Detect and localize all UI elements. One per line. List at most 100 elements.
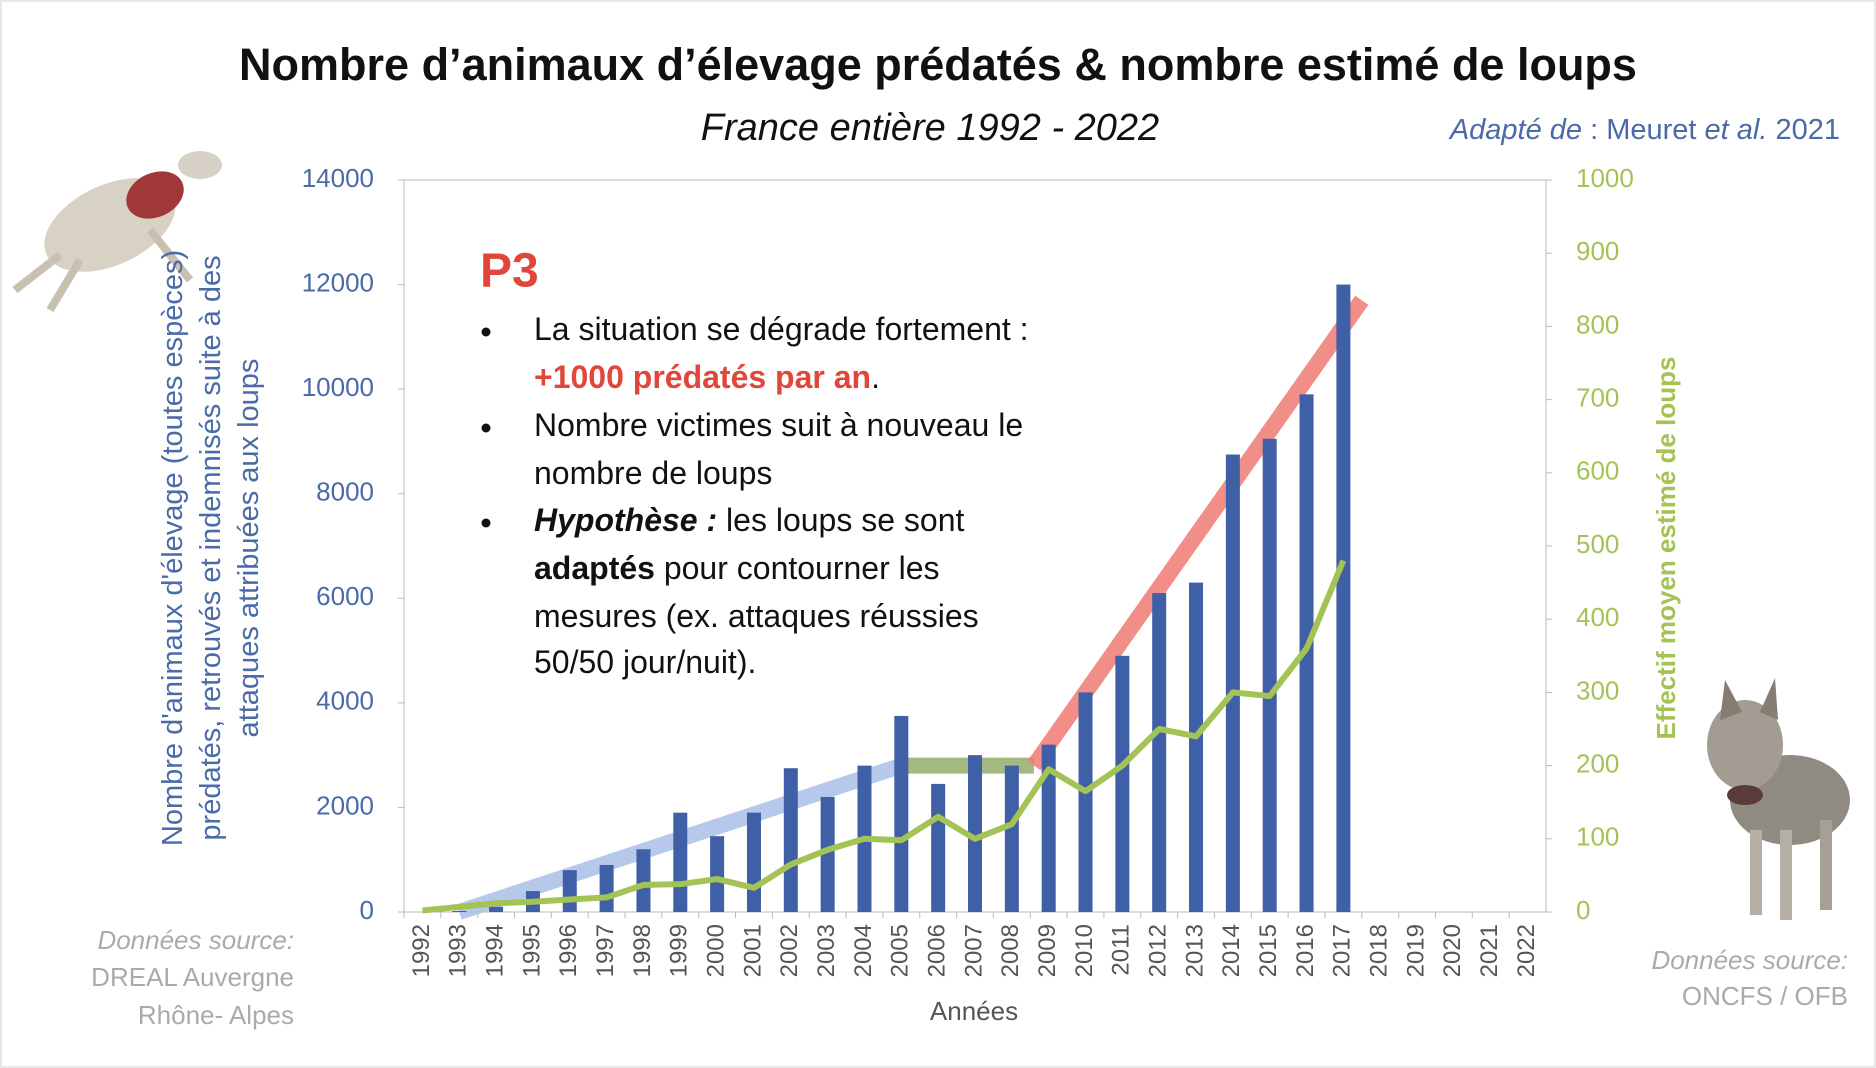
annotation-text: 50/50 jour/nuit). <box>534 644 756 680</box>
y2-tick-label: 600 <box>1576 456 1619 486</box>
x-tick-label: 2019 <box>1402 924 1429 977</box>
source-right: Données source: <box>1651 945 1848 975</box>
y2-tick-label: 0 <box>1576 895 1590 925</box>
x-tick-label: 2011 <box>1108 924 1135 976</box>
bar <box>1078 692 1093 912</box>
chart-subtitle: France entière 1992 - 2022 <box>701 107 1159 149</box>
sheep-illustration <box>12 151 222 313</box>
x-tick-label: 2016 <box>1292 924 1319 977</box>
bar <box>820 796 835 912</box>
x-tick-label: 1998 <box>629 924 656 977</box>
x-tick-label: 2014 <box>1218 924 1245 977</box>
x-tick-label: 2010 <box>1071 924 1098 977</box>
wolf-illustration <box>1707 678 1850 920</box>
x-tick-label: 2006 <box>924 924 951 977</box>
x-tick-label: 2001 <box>739 924 766 977</box>
x-tick-label: 1996 <box>555 924 582 977</box>
bar <box>673 812 688 912</box>
x-tick-label: 2013 <box>1181 924 1208 977</box>
y-axis-title: Nombre d'animaux d'élevage (toutes espèc… <box>157 250 265 846</box>
x-axis-title: Années <box>930 996 1018 1026</box>
x-tick-label: 2021 <box>1476 924 1503 977</box>
bar <box>452 910 467 912</box>
annotation-text: Nombre victimes suit à nouveau le <box>534 407 1023 443</box>
bar <box>894 715 909 912</box>
y-tick-label: 14000 <box>302 163 374 193</box>
bar <box>710 836 725 912</box>
bar <box>1262 438 1277 912</box>
y2-tick-label: 400 <box>1576 602 1619 632</box>
annotation-text: nombre de loups <box>534 455 772 491</box>
y-tick-label: 10000 <box>302 372 374 402</box>
bar <box>931 783 946 912</box>
x-tick-label: 1995 <box>518 924 545 977</box>
bar <box>968 755 982 912</box>
x-tick-label: 2002 <box>776 924 803 977</box>
annotation-text: adaptés pour contourner les <box>534 550 940 586</box>
x-tick-label: 2007 <box>960 924 987 977</box>
bar <box>1336 284 1351 913</box>
bar <box>1041 744 1056 912</box>
annotation-text: Hypothèse : les loups se sont <box>534 502 965 538</box>
x-tick-label: 2020 <box>1439 924 1466 977</box>
x-tick-label: 1999 <box>666 924 693 977</box>
line <box>422 559 1347 914</box>
x-tick-label: 1993 <box>445 924 472 977</box>
bar <box>562 870 577 912</box>
bar <box>746 812 761 912</box>
y2-tick-label: 100 <box>1576 822 1619 852</box>
x-tick-label: 2008 <box>997 924 1024 977</box>
bullet <box>481 423 491 433</box>
y-tick-label: 8000 <box>316 477 374 507</box>
source-left: DREAL Auvergne <box>91 962 294 992</box>
y2-tick-label: 900 <box>1576 236 1619 266</box>
annotation-text: +1000 prédatés par an. <box>534 359 880 395</box>
source-right: ONCFS / OFB <box>1682 981 1848 1011</box>
bullet <box>481 518 491 528</box>
x-tick-label: 2015 <box>1255 924 1282 977</box>
y-tick-label: 4000 <box>316 686 374 716</box>
y2-tick-label: 500 <box>1576 529 1619 559</box>
x-tick-label: 2003 <box>813 924 840 977</box>
y2-tick-label: 300 <box>1576 675 1619 705</box>
annotation-text: mesures (ex. attaques réussies <box>534 598 979 634</box>
y-tick-label: 2000 <box>316 790 374 820</box>
marks <box>422 284 1369 920</box>
x-tick-label: 2009 <box>1034 924 1061 977</box>
bar <box>636 849 651 912</box>
y-tick-label: 12000 <box>302 267 374 297</box>
x-tick-label: 2012 <box>1145 924 1172 977</box>
y2-tick-label: 1000 <box>1576 163 1634 193</box>
bullet <box>481 327 491 337</box>
x-tick-label: 2018 <box>1366 924 1393 977</box>
x-tick-label: 2000 <box>702 924 729 977</box>
annotation-label: P3 <box>480 245 539 298</box>
x-tick-label: 2004 <box>850 924 877 977</box>
bar <box>1152 593 1167 912</box>
y2-axis-title: Effectif moyen estimé de loups <box>1651 357 1681 740</box>
annotation-text: La situation se dégrade fortement : <box>534 311 1029 347</box>
y-tick-label: 0 <box>360 895 374 925</box>
x-tick-label: 2022 <box>1513 924 1540 977</box>
x-tick-label: 1992 <box>408 924 435 977</box>
x-tick-label: 1997 <box>592 924 619 977</box>
x-tick-label: 2005 <box>887 924 914 977</box>
x-tick-label: 2017 <box>1329 924 1356 977</box>
bar <box>599 864 614 912</box>
attribution: Adapté de : Meuret et al. 2021 <box>1448 114 1840 146</box>
y2-tick-label: 800 <box>1576 309 1619 339</box>
bar <box>1004 765 1019 912</box>
source-left: Données source: <box>97 925 294 955</box>
y2-tick-label: 200 <box>1576 748 1619 778</box>
bar <box>1225 454 1240 912</box>
bar <box>1189 582 1204 912</box>
annotation: P3 La situation se dégrade fortement : +… <box>480 245 1029 681</box>
trend-line <box>1027 295 1369 771</box>
bar <box>489 906 504 912</box>
source-left: Rhône- Alpes <box>138 1000 294 1030</box>
y-tick-label: 6000 <box>316 581 374 611</box>
bar <box>783 768 798 912</box>
chart-title: Nombre d’animaux d’élevage prédatés & no… <box>239 39 1637 90</box>
